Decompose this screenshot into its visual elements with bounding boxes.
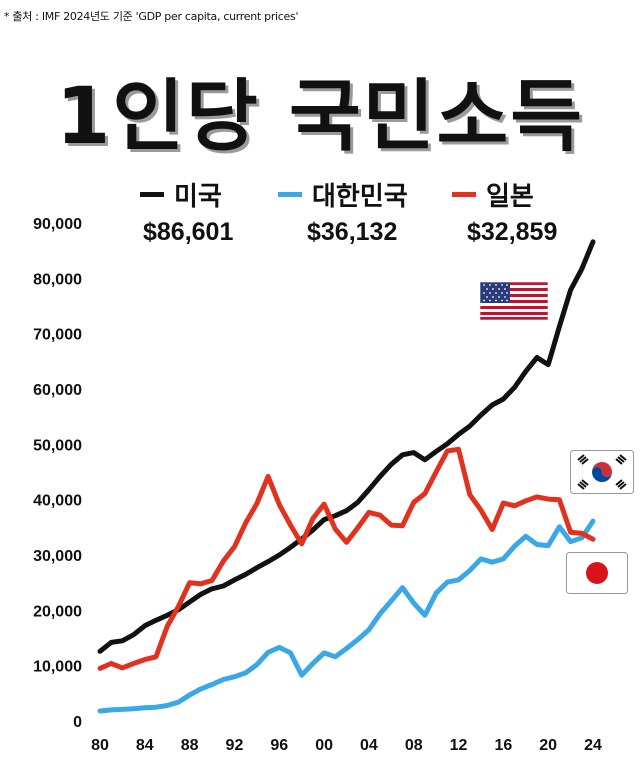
- series-line-1: [97, 518, 596, 714]
- legend: 미국 대한민국 일본 $86,601 $36,132 $32,859: [0, 176, 640, 256]
- legend-label-korea: 대한민국: [312, 182, 408, 212]
- series-line-0: [97, 239, 596, 654]
- x-tick-label: 80: [91, 737, 109, 754]
- y-tick-label: 40,000: [33, 493, 82, 510]
- x-tick-label: 16: [494, 737, 512, 754]
- x-tick-label: 20: [539, 737, 557, 754]
- korea-flag-icon: [570, 450, 634, 498]
- legend-item-japan: 일본: [452, 176, 534, 213]
- y-tick-label: 90,000: [33, 216, 82, 233]
- y-tick-label: 0: [73, 714, 82, 731]
- us-flag-icon: [479, 281, 549, 324]
- y-tick-label: 80,000: [33, 271, 82, 288]
- x-tick-label: 00: [315, 737, 333, 754]
- x-tick-label: 92: [226, 737, 244, 754]
- legend-item-korea: 대한민국: [278, 176, 408, 213]
- x-tick-label: 04: [360, 737, 378, 754]
- legend-value-japan: $32,859: [467, 218, 558, 246]
- legend-label-japan: 일본: [486, 182, 534, 212]
- x-tick-label: 08: [405, 737, 423, 754]
- legend-label-us: 미국: [174, 182, 222, 212]
- y-tick-label: 10,000: [33, 659, 82, 676]
- legend-swatch-japan: [452, 192, 476, 197]
- series-line-2: [97, 446, 596, 671]
- legend-swatch-us: [140, 192, 164, 197]
- x-tick-label: 24: [584, 737, 602, 754]
- page-title: 1인당 국민소득: [56, 72, 584, 162]
- y-tick-label: 50,000: [33, 437, 82, 454]
- x-tick-label: 96: [270, 737, 288, 754]
- x-tick-label: 12: [450, 737, 468, 754]
- legend-item-us: 미국: [140, 176, 222, 213]
- y-tick-label: 70,000: [33, 327, 82, 344]
- x-tick-label: 88: [181, 737, 199, 754]
- legend-swatch-korea: [278, 192, 302, 197]
- source-note: * 출처 : IMF 2024년도 기준 'GDP per capita, cu…: [4, 10, 299, 23]
- y-tick-label: 30,000: [33, 548, 82, 565]
- y-tick-label: 20,000: [33, 603, 82, 620]
- x-tick-label: 84: [136, 737, 154, 754]
- y-tick-label: 60,000: [33, 382, 82, 399]
- legend-value-korea: $36,132: [307, 218, 398, 246]
- legend-value-us: $86,601: [143, 218, 234, 246]
- japan-flag-icon: [566, 552, 628, 598]
